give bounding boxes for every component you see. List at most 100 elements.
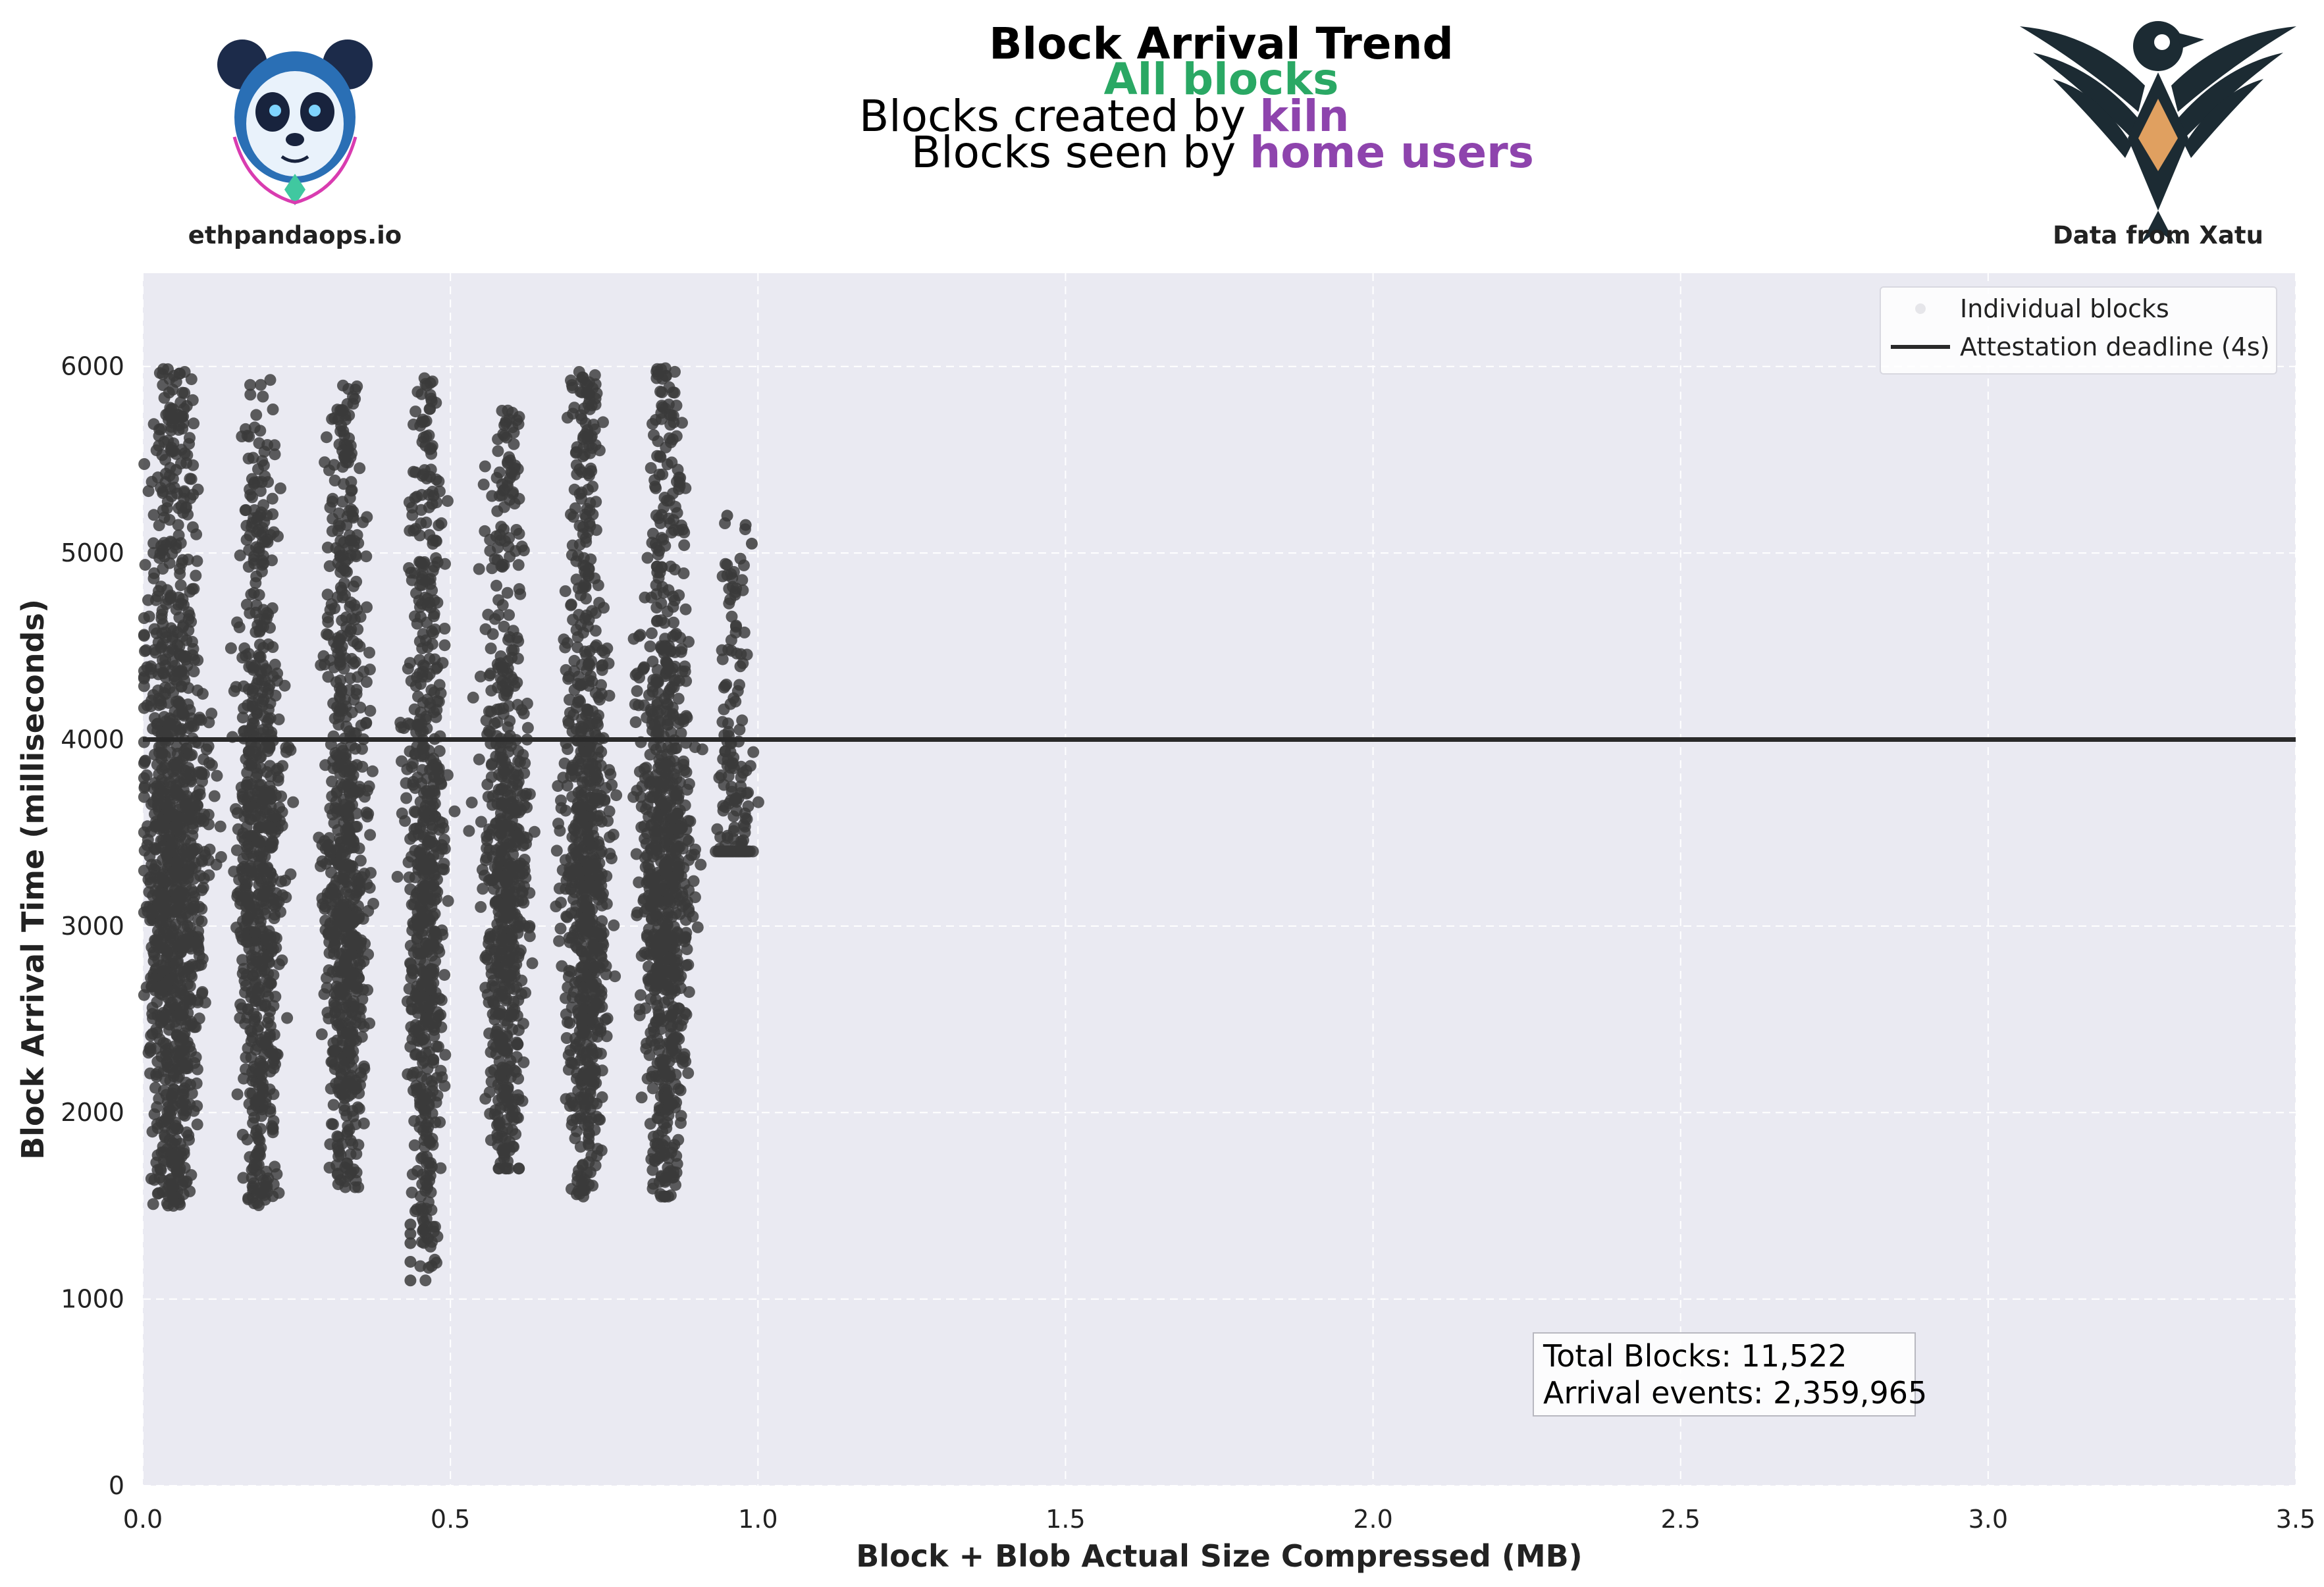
data-point bbox=[157, 563, 169, 575]
data-point bbox=[630, 848, 643, 860]
data-point bbox=[577, 432, 589, 445]
data-point bbox=[511, 1010, 523, 1022]
data-point bbox=[424, 1163, 436, 1176]
data-point bbox=[150, 627, 163, 640]
data-point bbox=[515, 540, 528, 553]
data-point bbox=[336, 403, 348, 416]
data-point bbox=[565, 882, 577, 895]
data-point bbox=[605, 852, 618, 865]
data-point bbox=[332, 518, 345, 531]
data-point bbox=[264, 821, 277, 834]
data-point bbox=[555, 794, 567, 806]
data-point bbox=[502, 404, 514, 417]
data-point bbox=[354, 462, 366, 475]
data-point bbox=[206, 759, 218, 771]
data-point bbox=[584, 447, 596, 459]
data-point bbox=[167, 1100, 178, 1112]
data-point bbox=[230, 844, 243, 856]
data-point bbox=[604, 831, 616, 843]
data-point bbox=[352, 1181, 365, 1193]
data-point bbox=[333, 507, 345, 519]
data-point bbox=[346, 1006, 359, 1019]
data-point bbox=[331, 1130, 344, 1143]
data-point bbox=[492, 662, 504, 674]
data-point bbox=[319, 900, 331, 913]
data-point bbox=[364, 829, 377, 841]
data-point bbox=[496, 558, 508, 571]
data-point bbox=[250, 1095, 263, 1107]
data-point bbox=[492, 542, 504, 554]
data-point bbox=[584, 779, 596, 792]
data-point bbox=[240, 821, 253, 833]
data-point bbox=[404, 657, 416, 669]
data-point bbox=[325, 1118, 338, 1130]
data-point bbox=[159, 725, 171, 738]
data-point bbox=[416, 742, 429, 755]
data-point bbox=[165, 904, 178, 916]
data-point bbox=[265, 939, 278, 951]
data-point bbox=[477, 479, 490, 491]
data-point bbox=[427, 534, 439, 546]
data-point bbox=[501, 1081, 514, 1094]
data-point bbox=[230, 922, 243, 934]
data-point bbox=[408, 947, 420, 958]
data-point bbox=[193, 950, 205, 962]
data-point bbox=[479, 623, 492, 635]
data-point bbox=[496, 916, 508, 928]
data-point bbox=[417, 806, 429, 818]
data-point bbox=[184, 432, 196, 444]
data-point bbox=[603, 764, 616, 776]
data-point bbox=[587, 705, 599, 717]
data-point bbox=[161, 800, 174, 813]
data-point bbox=[504, 892, 516, 904]
data-point bbox=[330, 749, 343, 762]
data-point bbox=[346, 706, 358, 719]
data-point bbox=[169, 940, 181, 952]
data-point bbox=[267, 403, 279, 415]
data-point bbox=[179, 1058, 192, 1071]
data-point bbox=[332, 1150, 345, 1162]
data-point bbox=[417, 878, 429, 891]
data-point bbox=[145, 798, 157, 810]
data-point bbox=[571, 1175, 584, 1187]
data-point bbox=[141, 699, 153, 712]
data-point bbox=[171, 747, 184, 760]
data-point bbox=[654, 450, 666, 463]
data-point bbox=[474, 670, 487, 683]
data-point bbox=[353, 885, 365, 897]
data-point bbox=[174, 563, 186, 575]
data-point bbox=[339, 1063, 351, 1076]
data-point bbox=[402, 717, 415, 729]
data-point bbox=[180, 400, 193, 412]
data-point bbox=[587, 1066, 599, 1079]
data-point bbox=[176, 630, 189, 642]
data-point bbox=[174, 887, 187, 900]
data-point bbox=[150, 1042, 163, 1054]
data-point bbox=[350, 548, 362, 561]
data-point bbox=[360, 717, 372, 729]
data-point bbox=[479, 1093, 492, 1105]
data-point bbox=[319, 835, 331, 847]
data-point bbox=[159, 454, 171, 466]
data-point bbox=[171, 487, 183, 500]
data-point bbox=[184, 473, 196, 485]
data-point bbox=[254, 1033, 267, 1046]
data-point bbox=[483, 829, 496, 841]
data-point bbox=[438, 1080, 451, 1092]
data-point bbox=[583, 717, 595, 729]
data-point bbox=[179, 502, 192, 515]
data-point bbox=[492, 854, 505, 867]
data-point bbox=[188, 1021, 201, 1033]
data-point bbox=[425, 762, 438, 775]
data-point bbox=[678, 539, 691, 552]
data-point bbox=[506, 1023, 519, 1035]
data-point bbox=[429, 653, 441, 665]
data-point bbox=[138, 826, 150, 839]
data-point bbox=[335, 686, 348, 698]
data-point bbox=[262, 929, 274, 941]
data-point bbox=[340, 1028, 352, 1040]
data-point bbox=[635, 1091, 648, 1104]
data-point bbox=[431, 932, 443, 945]
data-point bbox=[499, 756, 512, 768]
data-point bbox=[255, 674, 268, 687]
